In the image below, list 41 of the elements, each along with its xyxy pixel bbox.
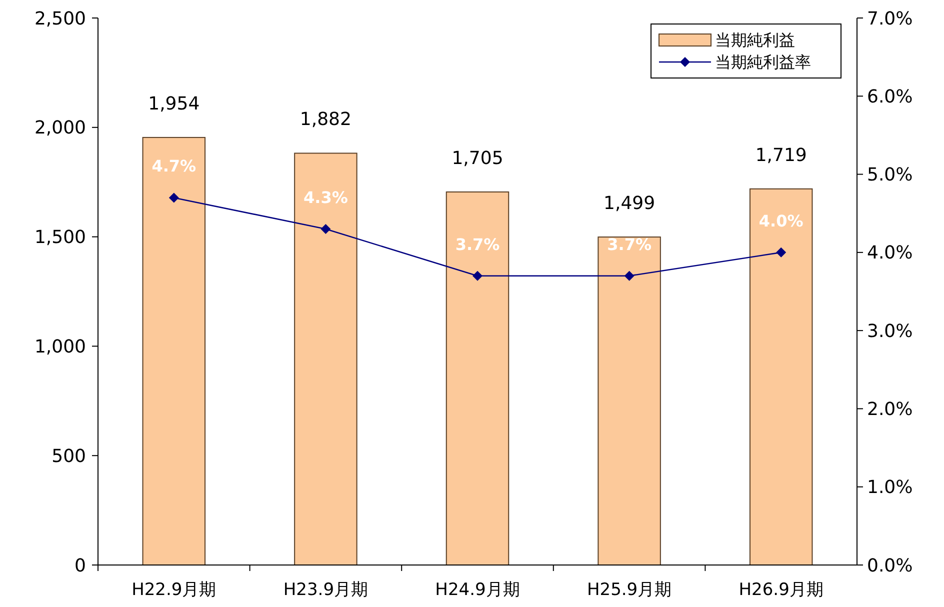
data-label: 3.7% bbox=[455, 234, 500, 254]
y2-tick-label: 6.0% bbox=[867, 86, 913, 108]
x-tick-label: H22.9月期 bbox=[132, 580, 216, 600]
data-label: 4.3% bbox=[304, 188, 348, 207]
y2-tick-label: 5.0% bbox=[867, 164, 913, 186]
y-tick-label: 2,000 bbox=[34, 118, 86, 139]
bar bbox=[749, 188, 813, 566]
y2-tick-label: 3.0% bbox=[867, 320, 913, 342]
bar bbox=[446, 191, 510, 566]
point bbox=[624, 270, 634, 281]
y-tick-label: 0 bbox=[74, 555, 86, 576]
y-tick-label: 1,000 bbox=[34, 336, 86, 358]
y2-tick-label: 4.0% bbox=[867, 242, 913, 264]
point bbox=[472, 270, 482, 281]
legend-label: 当期純利益率 bbox=[715, 52, 811, 72]
bar bbox=[598, 236, 661, 566]
data-label: 4.0% bbox=[758, 211, 804, 230]
bar bbox=[294, 152, 358, 566]
y-tick-label: 2,500 bbox=[34, 8, 86, 30]
y-tick-label: 1,500 bbox=[34, 227, 86, 248]
y2-tick-label: 1.0% bbox=[867, 477, 913, 498]
y2-tick-label: 2.0% bbox=[867, 399, 913, 420]
x-tick-label: H25.9月期 bbox=[586, 580, 672, 600]
y2-tick-label: 7.0% bbox=[867, 8, 913, 30]
x-tick-label: H26.9月期 bbox=[738, 580, 824, 600]
point bbox=[320, 224, 331, 234]
data-label: 1,882 bbox=[300, 109, 352, 130]
point bbox=[776, 247, 786, 258]
y-tick-label: 500 bbox=[52, 446, 86, 467]
data-label: 1,719 bbox=[755, 144, 807, 166]
point bbox=[168, 192, 179, 203]
data-label: 4.7% bbox=[152, 156, 196, 176]
y2-tick-label: 0.0% bbox=[867, 555, 913, 576]
legend-label: 当期純利益 bbox=[715, 30, 795, 50]
x-tick-label: H23.9月期 bbox=[283, 580, 368, 600]
data-label: 1,954 bbox=[148, 93, 200, 114]
x-tick-label: H24.9月期 bbox=[435, 580, 520, 600]
bar bbox=[142, 136, 206, 566]
data-label: 1,499 bbox=[604, 193, 656, 214]
data-label: 3.7% bbox=[607, 234, 652, 254]
data-label: 1,705 bbox=[452, 148, 504, 169]
